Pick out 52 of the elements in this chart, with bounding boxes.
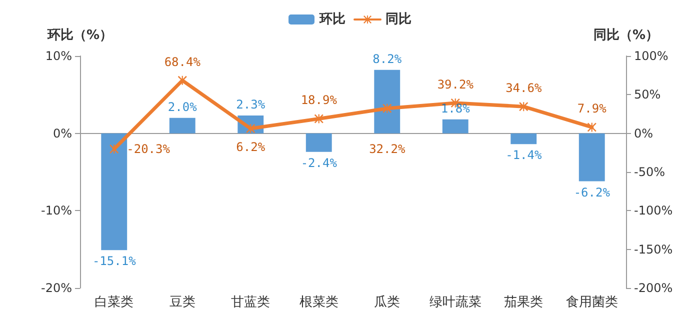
data-label: -15.1% — [92, 254, 137, 268]
y2-axis-title: 同比（%） — [593, 28, 659, 43]
data-label: 1.8% — [440, 101, 471, 116]
point — [382, 104, 392, 113]
data-label: -2.4% — [300, 156, 338, 170]
y2-tick-label: -50% — [634, 165, 666, 179]
bar — [510, 133, 537, 144]
point — [110, 144, 119, 154]
y2-tick-label: -100% — [634, 204, 673, 218]
x-tick-label: 豆类 — [169, 295, 196, 310]
y2-tick-label: 50% — [634, 88, 661, 102]
legend-label: 同比 — [386, 12, 412, 27]
data-label: 6.2% — [236, 140, 266, 154]
data-label: 39.2% — [437, 78, 474, 92]
data-label: -1.4% — [506, 148, 542, 162]
data-label: -6.2% — [574, 185, 611, 200]
data-label: 2.3% — [236, 98, 266, 112]
data-label: 2.0% — [168, 100, 198, 114]
point — [519, 102, 528, 112]
x-tick-label: 食用菌类 — [566, 295, 618, 310]
data-label: 34.6% — [506, 81, 542, 96]
bar — [101, 133, 128, 250]
data-label: -20.3% — [126, 142, 171, 156]
y-tick-label: 0% — [52, 126, 72, 140]
x-tick-label: 绿叶蔬菜 — [429, 295, 482, 310]
data-label: 32.2% — [369, 142, 406, 156]
x-tick-label: 甘蓝类 — [231, 295, 270, 310]
point — [587, 122, 596, 132]
y2-tick-label: -200% — [634, 281, 673, 295]
legend-label: 环比 — [318, 12, 346, 27]
bar — [442, 119, 468, 134]
bar — [578, 133, 605, 182]
data-label: 18.9% — [300, 93, 338, 108]
x-tick-label: 根菜类 — [299, 295, 338, 310]
y2-tick-label: 100% — [634, 49, 668, 63]
bar — [306, 133, 332, 152]
data-label: 8.2% — [372, 52, 402, 66]
data-label: 68.4% — [164, 54, 202, 69]
x-tick-label: 瓜类 — [374, 295, 400, 310]
y-tick-label: 10% — [45, 49, 72, 63]
x-tick-label: 茄果类 — [504, 295, 544, 310]
x-tick-label: 白菜类 — [94, 295, 134, 310]
y2-tick-label: -150% — [634, 242, 673, 256]
y2-tick-label: 0% — [634, 126, 654, 140]
bar — [169, 118, 196, 134]
bar — [374, 70, 400, 134]
y-tick-label: -20% — [40, 281, 72, 295]
data-label: 7.9% — [577, 102, 608, 116]
y-tick-label: -10% — [40, 204, 72, 218]
point — [314, 114, 324, 124]
point — [178, 76, 187, 85]
y-axis-title: 环比（%） — [46, 28, 113, 43]
